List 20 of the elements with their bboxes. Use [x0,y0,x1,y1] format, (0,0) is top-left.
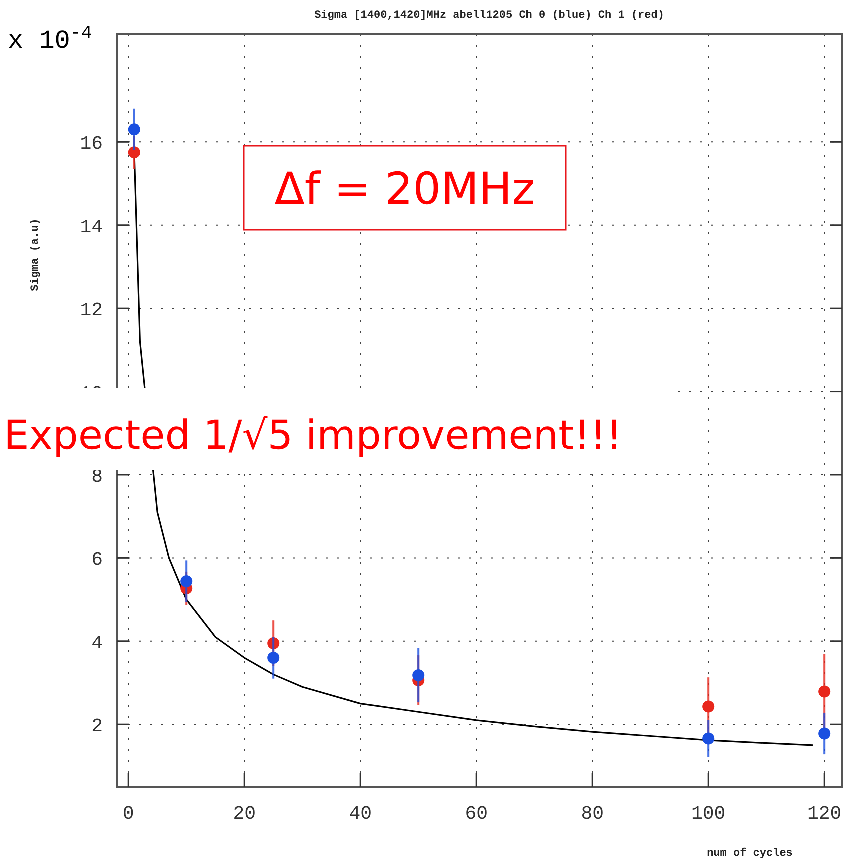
x-tick-label: 0 [122,803,134,825]
y-tick-label: 4 [92,632,103,654]
y-tick-label: 8 [92,466,103,488]
y-tick-label: 16 [80,133,103,156]
y-tick-label: 6 [92,549,103,572]
x-tick-label: 120 [807,803,842,825]
x-axis-title: num of cycles [707,847,793,860]
annotation: Δf = 20MHz [274,164,536,215]
y-tick-label: 12 [80,300,103,322]
x-tick-label: 80 [581,803,604,825]
annotation: Expected 1/√5 improvement!!! [4,413,622,459]
text: x 10$^{-4}$ [8,24,92,56]
x-tick-label: 100 [691,803,726,825]
y-axis-title: Sigma (a.u) [30,218,42,292]
x-tick-label: 60 [465,803,488,825]
y-tick-label: 14 [80,216,103,238]
chart-title: Sigma [1400,1420]MHz abell1205 Ch 0 (blue) Ch 1 (red) [314,10,664,22]
x-tick-label: 20 [233,803,256,825]
x-tick-label: 40 [349,803,372,825]
y-tick-label: 2 [92,716,103,738]
